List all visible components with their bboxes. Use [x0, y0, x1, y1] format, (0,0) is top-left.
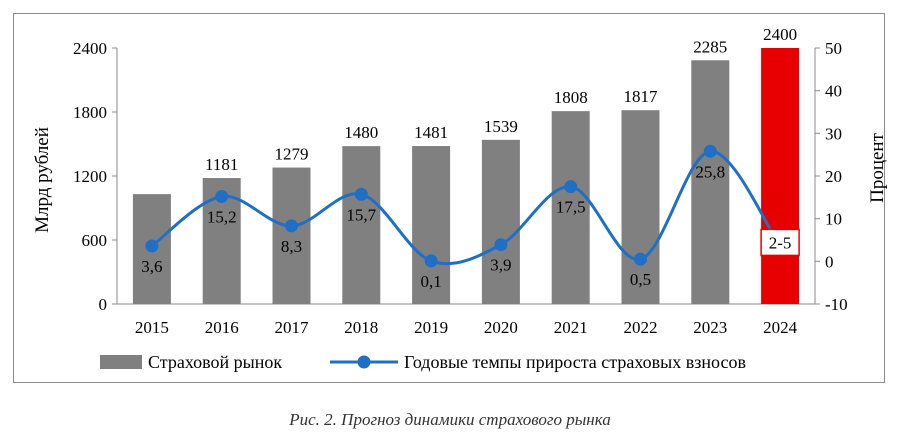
bar-value-label: 1817: [624, 87, 659, 106]
x-tick-label: 2023: [693, 318, 727, 337]
bar: [691, 60, 730, 305]
line-value-label: 8,3: [281, 237, 302, 256]
bar: [761, 48, 800, 304]
bar-value-label: 1481: [414, 123, 448, 142]
growth-rate-line: [151, 149, 782, 266]
y-left-tick-label: 1800: [73, 103, 107, 122]
y-left-tick-label: 2400: [73, 39, 107, 58]
growth-rate-point: [285, 219, 298, 233]
growth-rate-point: [494, 238, 508, 252]
y-right-tick-label: 10: [825, 210, 842, 229]
growth-rate-point: [424, 254, 438, 268]
y-right-axis-title: Процент: [867, 132, 888, 202]
legend-label-bars: Страховой рынок: [148, 352, 282, 372]
bar: [412, 146, 451, 304]
x-tick-label: 2021: [554, 318, 588, 337]
y-right-tick-label: 40: [825, 82, 842, 101]
y-right-tick-label: 50: [825, 39, 842, 58]
bar-value-label: 2285: [693, 37, 727, 56]
line-value-label: 25,8: [695, 162, 725, 181]
growth-rate-point: [215, 189, 229, 203]
y-right-tick-label: 20: [825, 167, 842, 186]
line-value-label: 15,7: [346, 205, 376, 224]
bar: [551, 111, 590, 304]
legend-swatch-marker: [357, 355, 371, 369]
chart-frame: [13, 13, 885, 383]
y-left-tick-label: 600: [82, 231, 108, 250]
line-value-label: 2-5: [769, 233, 792, 252]
x-tick-label: 2024: [763, 318, 798, 337]
line-value-label: 3,6: [141, 257, 162, 276]
legend-swatch-bars: [100, 355, 142, 369]
growth-rate-point: [145, 239, 159, 253]
line-value-label: 17,5: [556, 198, 586, 217]
x-tick-label: 2015: [135, 318, 169, 337]
forecast-label-box: [760, 228, 800, 257]
y-right-tick-label: 30: [825, 124, 842, 143]
x-tick-label: 2017: [275, 318, 310, 337]
x-tick-label: 2016: [205, 318, 239, 337]
bar: [342, 146, 381, 304]
bar-value-label: 1181: [205, 155, 238, 174]
y-right-tick-label: 0: [825, 252, 834, 271]
x-tick-label: 2018: [344, 318, 378, 337]
bar: [272, 167, 311, 304]
growth-rate-point: [354, 187, 368, 201]
x-tick-label: 2019: [414, 318, 448, 337]
y-left-axis-title: Млрд рублей: [32, 127, 53, 233]
bar: [481, 139, 520, 304]
y-right-tick-label: -10: [825, 295, 848, 314]
bar: [621, 110, 660, 304]
bar-value-label: 1279: [275, 145, 309, 164]
bar-value-label: 1808: [554, 88, 588, 107]
growth-rate-point: [634, 252, 647, 266]
bar-value-label: 1539: [484, 117, 518, 136]
growth-rate-point: [703, 144, 717, 158]
x-tick-label: 2022: [624, 318, 658, 337]
growth-rate-point: [564, 180, 578, 194]
line-value-label: 0,1: [420, 272, 441, 291]
x-tick-label: 2020: [484, 318, 518, 337]
legend-label-line: Годовые темпы прироста страховых взносов: [404, 352, 746, 372]
figure-caption: Рис. 2. Прогноз динамики страхового рынк…: [289, 410, 611, 429]
bar-value-label: 2400: [763, 25, 797, 44]
line-value-label: 3,9: [490, 256, 511, 275]
y-left-tick-label: 0: [99, 295, 108, 314]
line-value-label: 0,5: [630, 270, 651, 289]
bar-value-label: 1480: [344, 123, 378, 142]
y-left-tick-label: 1200: [73, 167, 107, 186]
line-value-label: 15,2: [207, 207, 237, 226]
